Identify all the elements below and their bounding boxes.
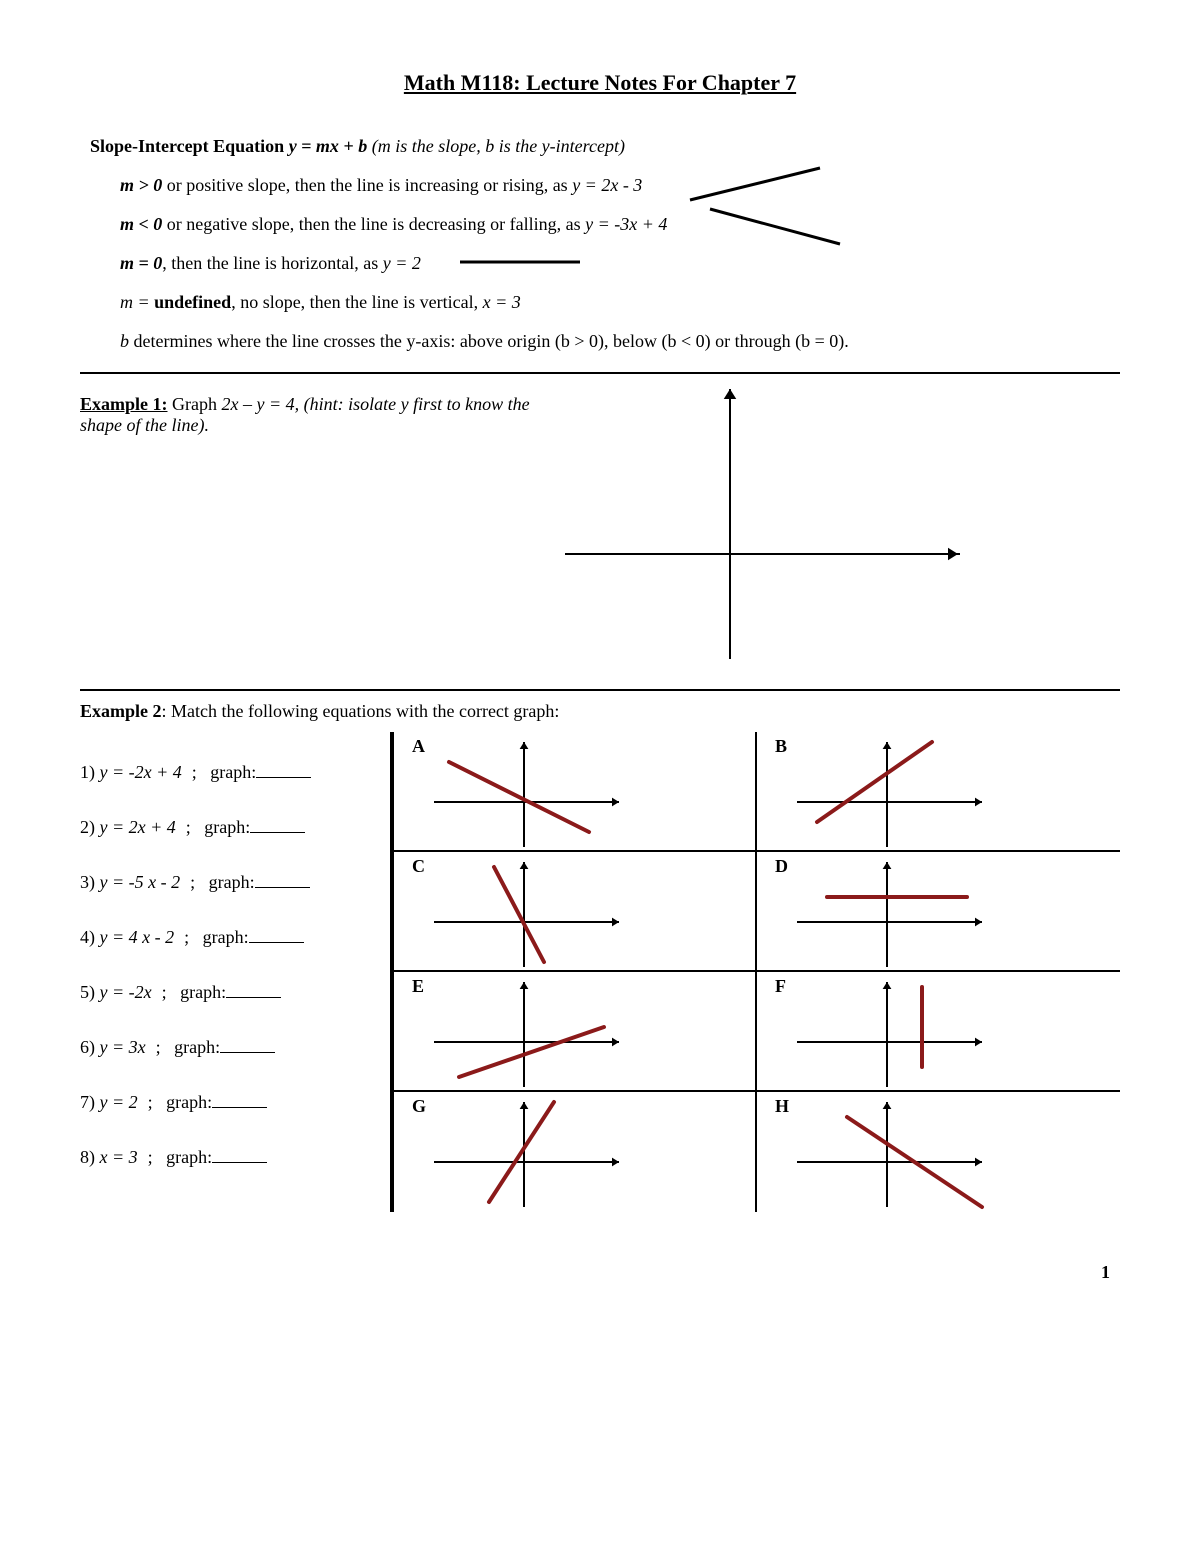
mini-graph (394, 732, 634, 852)
graph-cell: B (757, 732, 1120, 852)
divider-2 (80, 689, 1120, 691)
graph-cell: F (757, 972, 1120, 1092)
equation-item: 8) x = 3; graph: (80, 1147, 390, 1168)
equation-item: 7) y = 2; graph: (80, 1092, 390, 1113)
equation-item: 3) y = -5 x - 2; graph: (80, 872, 390, 893)
bullet-item: m = undefined, no slope, then the line i… (120, 292, 1120, 313)
equation-item: 2) y = 2x + 4; graph: (80, 817, 390, 838)
page-number: 1 (80, 1262, 1120, 1283)
b-description: b determines where the line crosses the … (120, 331, 1120, 352)
mini-graph (757, 1092, 997, 1212)
equation-item: 5) y = -2x; graph: (80, 982, 390, 1003)
mini-graph (394, 1092, 634, 1212)
mini-graph (757, 732, 997, 852)
mini-line-icon (680, 165, 830, 205)
example-2-label: Example 2 (80, 701, 162, 721)
graph-cell: C (394, 852, 757, 972)
bullet-item: m > 0 or positive slope, then the line i… (120, 175, 1120, 196)
example-2: 1) y = -2x + 4; graph: 2) y = 2x + 4; gra… (80, 732, 1120, 1212)
graph-cell: E (394, 972, 757, 1092)
page-title: Math M118: Lecture Notes For Chapter 7 (80, 70, 1120, 96)
mini-graph (757, 972, 997, 1092)
slope-heading-eq: y = mx + b (289, 136, 368, 156)
graph-cell: H (757, 1092, 1120, 1212)
mini-graph (394, 972, 634, 1092)
mini-line-icon (700, 206, 850, 246)
slope-intercept-section: Slope-Intercept Equation y = mx + b (m i… (90, 136, 1120, 352)
example-1: Example 1: Graph 2x – y = 4, (hint: isol… (80, 384, 1120, 669)
graph-cell: A (394, 732, 757, 852)
equation-item: 4) y = 4 x - 2; graph: (80, 927, 390, 948)
example-1-word: Graph (168, 394, 222, 414)
blank-axes (560, 384, 1120, 664)
bullet-item: m < 0 or negative slope, then the line i… (120, 214, 1120, 235)
mini-line-icon (450, 247, 600, 287)
bullet-item: m = 0, then the line is horizontal, as y… (120, 253, 1120, 274)
mini-graph (394, 852, 634, 972)
slope-heading-bold: Slope-Intercept Equation (90, 136, 289, 156)
example-2-rest: : Match the following equations with the… (162, 701, 560, 721)
graph-cell: G (394, 1092, 757, 1212)
example-1-graph (560, 384, 1120, 669)
example-1-label: Example 1: (80, 394, 168, 414)
example-2-heading: Example 2: Match the following equations… (80, 701, 1120, 722)
bullet-list: m > 0 or positive slope, then the line i… (120, 175, 1120, 352)
slope-heading-paren: (m is the slope, b is the y-intercept) (367, 136, 625, 156)
equation-list: 1) y = -2x + 4; graph: 2) y = 2x + 4; gra… (80, 732, 390, 1202)
mini-graph (757, 852, 997, 972)
equation-item: 6) y = 3x; graph: (80, 1037, 390, 1058)
equation-item: 1) y = -2x + 4; graph: (80, 762, 390, 783)
graph-grid: ABCDEFGH (390, 732, 1120, 1212)
slope-heading: Slope-Intercept Equation y = mx + b (m i… (90, 136, 1120, 157)
graph-cell: D (757, 852, 1120, 972)
example-1-eq: 2x – y = 4, (221, 394, 299, 414)
divider-1 (80, 372, 1120, 374)
example-1-text: Example 1: Graph 2x – y = 4, (hint: isol… (80, 384, 560, 436)
